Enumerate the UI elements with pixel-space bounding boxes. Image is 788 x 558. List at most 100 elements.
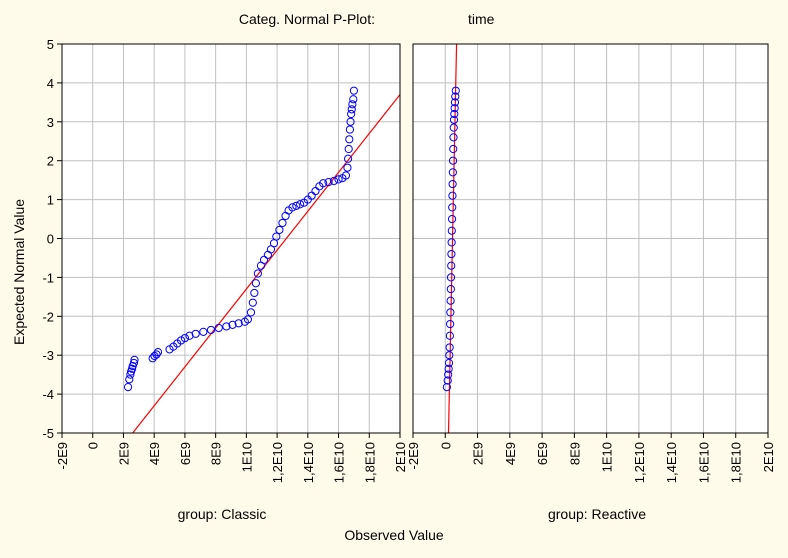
data-point bbox=[153, 347, 163, 357]
data-point bbox=[296, 200, 305, 209]
data-point bbox=[446, 308, 455, 317]
data-point bbox=[329, 176, 339, 186]
data-point bbox=[445, 331, 454, 340]
data-point bbox=[123, 382, 133, 392]
data-point bbox=[449, 133, 458, 142]
x-tick-label: -2E9 bbox=[55, 442, 70, 469]
data-points bbox=[442, 86, 460, 392]
y-tick-label: -1 bbox=[42, 270, 54, 285]
data-point bbox=[347, 109, 356, 119]
data-point bbox=[447, 226, 456, 235]
x-tick-label: 1,8E10 bbox=[729, 442, 744, 483]
panel-label-classic: group: Classic bbox=[178, 506, 267, 522]
x-axis-label: Observed Value bbox=[344, 527, 444, 543]
x-tick-label: 1,6E10 bbox=[332, 442, 347, 483]
data-point bbox=[199, 327, 208, 336]
x-tick-label: 1,6E10 bbox=[696, 442, 711, 483]
data-point bbox=[449, 115, 459, 124]
data-point bbox=[129, 358, 139, 368]
data-point bbox=[347, 105, 356, 114]
x-tick-label: 2E9 bbox=[471, 442, 486, 465]
data-point bbox=[228, 320, 237, 329]
x-tick-label: 1,2E10 bbox=[270, 442, 285, 483]
data-point bbox=[348, 100, 357, 109]
data-point bbox=[450, 98, 460, 107]
y-tick-label: 4 bbox=[47, 76, 54, 91]
data-point bbox=[130, 355, 139, 364]
data-point bbox=[152, 350, 161, 359]
data-point bbox=[292, 201, 301, 210]
data-point bbox=[319, 179, 328, 188]
y-tick-label: -5 bbox=[42, 426, 54, 441]
data-point bbox=[448, 156, 458, 165]
data-point bbox=[125, 375, 134, 384]
data-point bbox=[446, 319, 455, 329]
x-tick-label: 0 bbox=[438, 442, 453, 449]
data-point bbox=[446, 273, 456, 282]
data-point bbox=[349, 86, 359, 95]
x-tick-label: 8E9 bbox=[209, 442, 224, 465]
data-point bbox=[243, 315, 252, 324]
data-point bbox=[248, 298, 257, 307]
data-point bbox=[191, 329, 200, 338]
y-tick-label: -3 bbox=[42, 348, 54, 363]
x-tick-label: 1E10 bbox=[239, 442, 254, 472]
data-point bbox=[444, 364, 453, 373]
data-point bbox=[345, 135, 354, 144]
data-point bbox=[246, 308, 256, 317]
data-points bbox=[123, 86, 359, 392]
data-point bbox=[444, 370, 453, 379]
data-point bbox=[447, 214, 457, 224]
y-tick-label: -2 bbox=[42, 309, 54, 324]
data-point bbox=[343, 163, 352, 172]
data-point bbox=[334, 175, 343, 184]
data-point bbox=[442, 382, 451, 392]
data-point bbox=[185, 331, 194, 340]
data-point bbox=[180, 333, 190, 343]
data-point bbox=[446, 296, 455, 305]
data-point bbox=[222, 322, 231, 331]
x-tick-label: 1E10 bbox=[600, 442, 615, 472]
data-point bbox=[253, 269, 262, 278]
data-point bbox=[445, 351, 454, 360]
data-point bbox=[278, 218, 287, 228]
data-point bbox=[346, 117, 355, 126]
chart-title: Categ. Normal P-Plot: bbox=[239, 11, 375, 27]
data-point bbox=[275, 225, 284, 235]
data-point bbox=[444, 358, 454, 368]
x-tick-label: 6E9 bbox=[535, 442, 550, 465]
data-point bbox=[450, 104, 459, 113]
data-point bbox=[449, 123, 458, 132]
plot-frame bbox=[61, 43, 401, 434]
data-point bbox=[250, 288, 259, 298]
fit-line bbox=[132, 94, 400, 433]
data-point bbox=[259, 255, 269, 264]
data-point bbox=[448, 168, 457, 177]
x-tick-label: 4E9 bbox=[503, 442, 518, 465]
panel-classic: -2E9 0 2E9 4E9 6E9 8E9 1E10 1,2E10 1,4E10 1,6E10 1… bbox=[42, 37, 408, 483]
data-point bbox=[447, 261, 456, 270]
data-point bbox=[449, 144, 458, 154]
x-tick-label: 2E10 bbox=[761, 442, 776, 472]
y-tick-label: -4 bbox=[42, 387, 54, 402]
data-point bbox=[447, 238, 456, 247]
data-point bbox=[451, 86, 460, 95]
data-point bbox=[272, 232, 281, 241]
x-tick-label: 2E9 bbox=[116, 442, 131, 465]
x-tick-label: 8E9 bbox=[567, 442, 582, 465]
data-point bbox=[324, 177, 333, 187]
y-tick-label: 0 bbox=[47, 232, 54, 247]
data-point bbox=[234, 319, 243, 328]
data-point bbox=[343, 154, 353, 163]
data-point bbox=[447, 249, 456, 259]
data-point bbox=[448, 203, 457, 212]
panel-label-reactive: group: Reactive bbox=[548, 506, 646, 522]
data-point bbox=[448, 191, 457, 200]
data-point bbox=[288, 203, 297, 212]
x-tick-label: 4E9 bbox=[147, 442, 162, 465]
y-tick-label: 1 bbox=[47, 193, 54, 208]
x-tick-label: 1,4E10 bbox=[301, 442, 316, 483]
chart-title-variable: time bbox=[468, 11, 495, 27]
